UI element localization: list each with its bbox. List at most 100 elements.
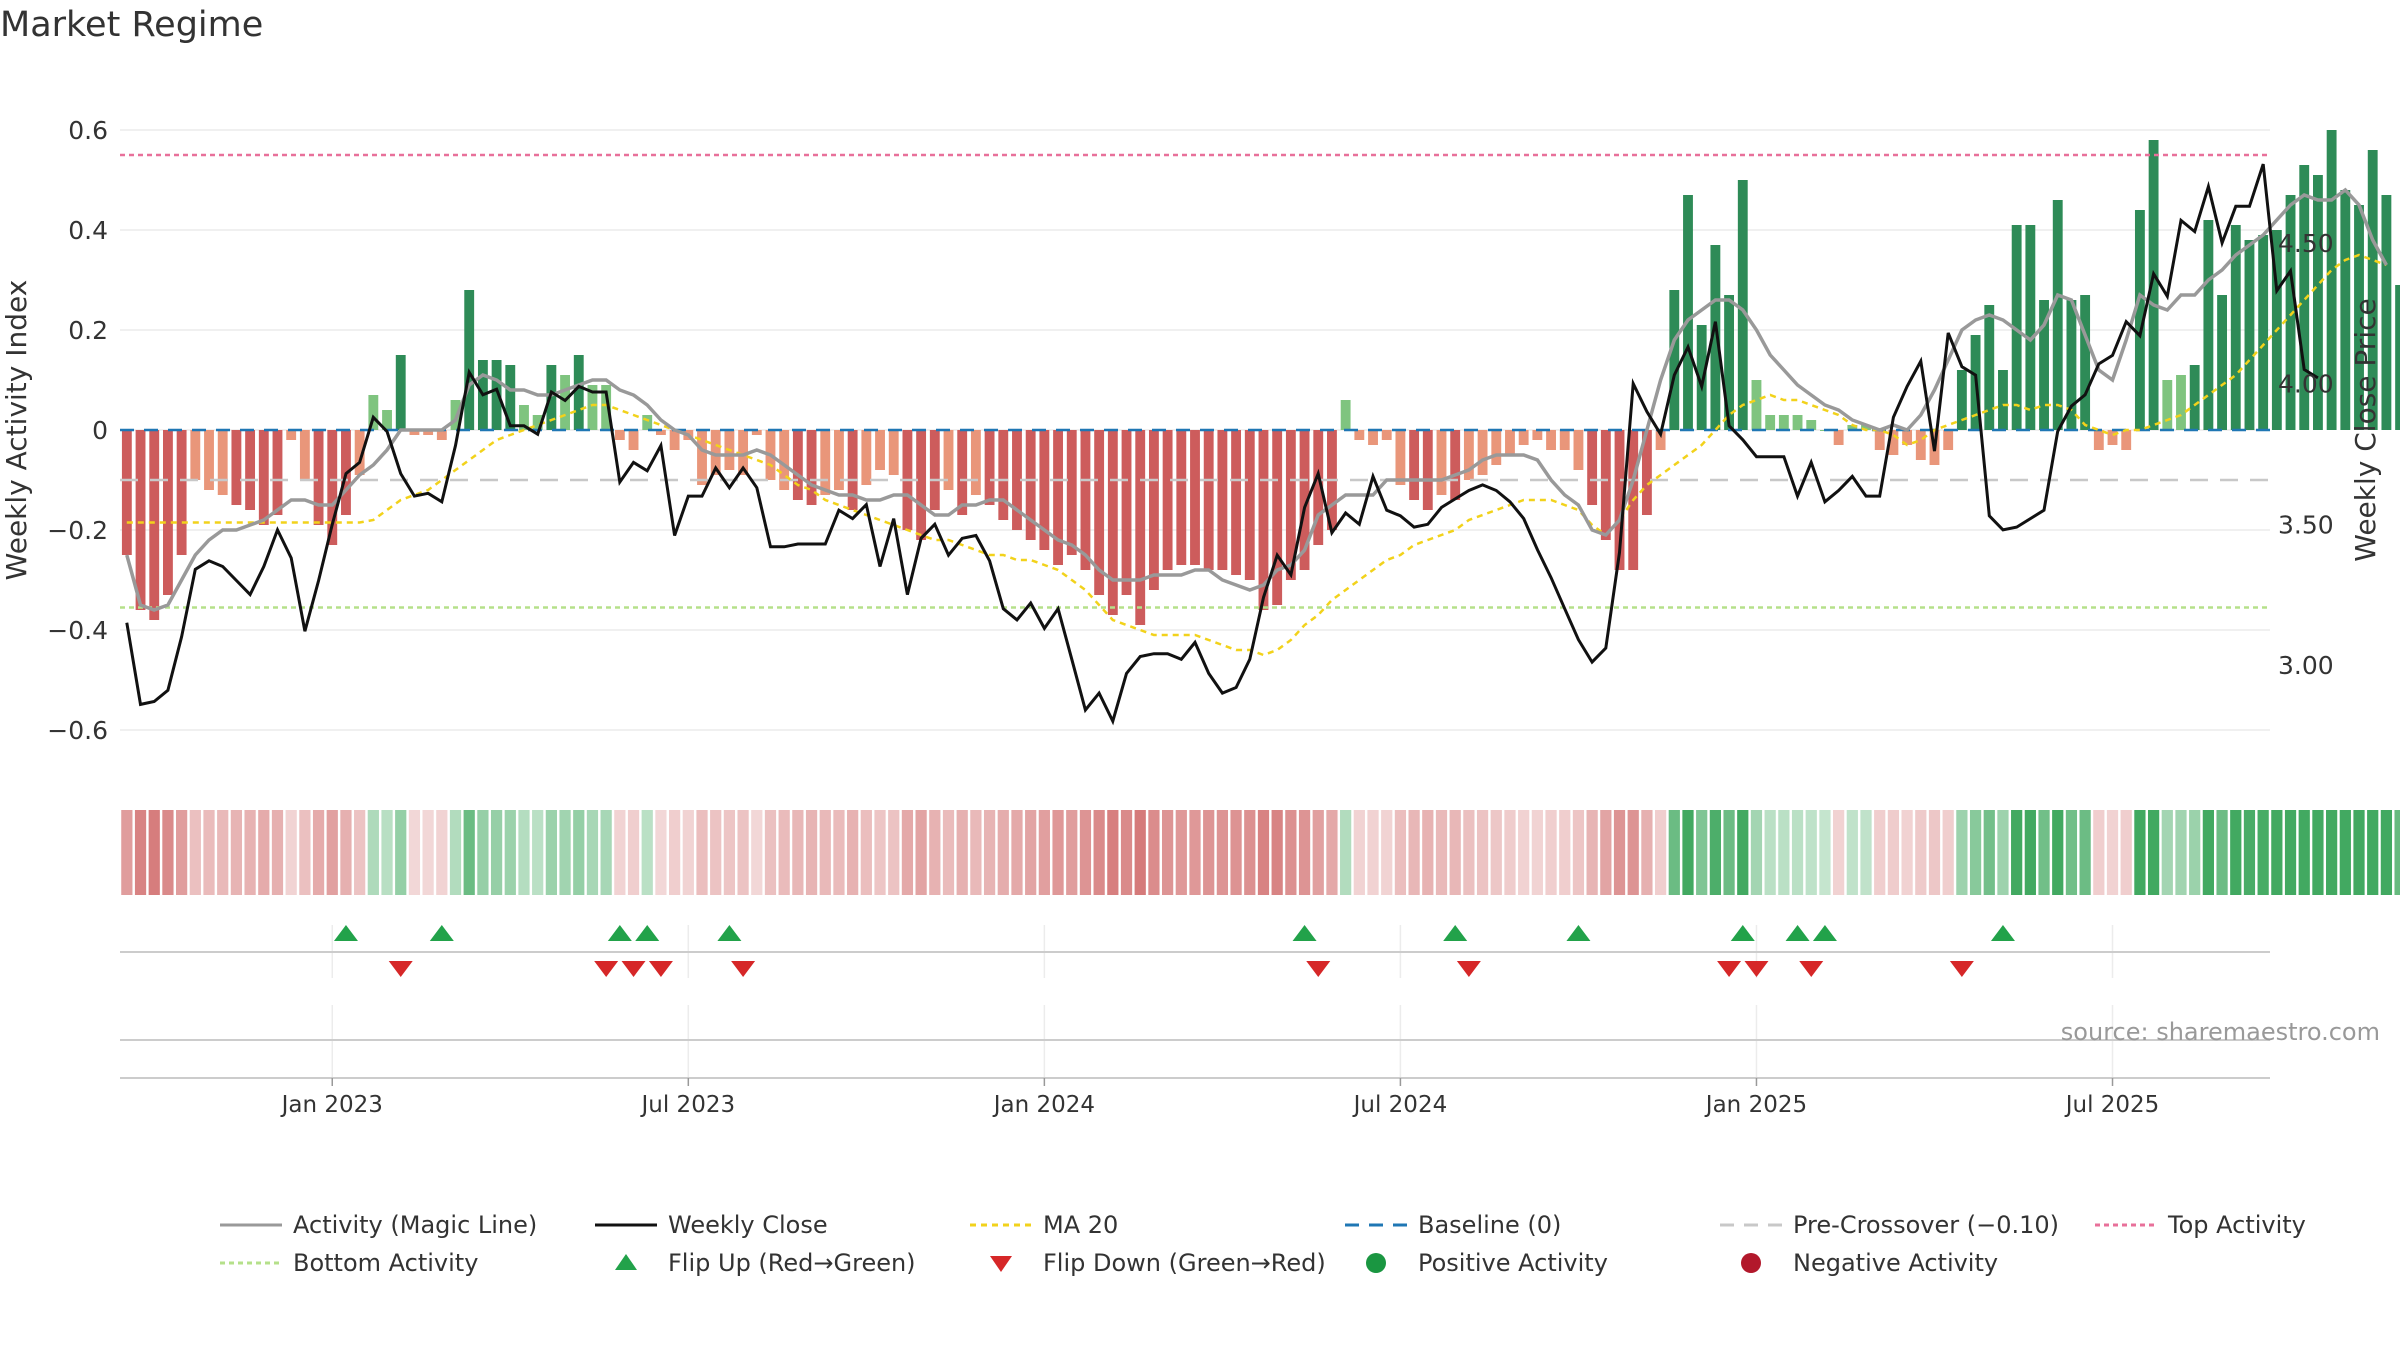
activity-bar (327, 430, 338, 545)
regime-strip-cell (1066, 810, 1078, 895)
activity-bar (1135, 430, 1146, 625)
y-right-tick-label: 3.50 (2278, 510, 2334, 539)
activity-bar (1505, 430, 1515, 455)
activity-bar (2203, 220, 2214, 430)
activity-bar (2299, 165, 2310, 430)
regime-strip-cell (956, 810, 968, 895)
regime-strip-cell (490, 810, 503, 895)
regime-strip-cell (189, 810, 201, 895)
activity-bar (491, 360, 502, 430)
regime-strip-cell (559, 810, 571, 895)
activity-bar (655, 430, 666, 435)
legend-label: Negative Activity (1793, 1249, 1998, 1277)
chart-title: Market Regime (0, 5, 263, 45)
regime-strip-cell (1901, 810, 1913, 895)
y-axis-left-label: Weekly Activity Index (0, 280, 33, 581)
activity-bar (2134, 210, 2145, 430)
regime-strip-cell (2038, 810, 2050, 895)
regime-strip-cell (1408, 810, 1420, 895)
activity-bar (560, 375, 570, 430)
regime-strip-cell (805, 810, 818, 895)
flip-up-marker (333, 925, 358, 941)
regime-strip-cell (696, 810, 708, 895)
activity-bar (1053, 430, 1063, 565)
regime-strip-cell (1969, 810, 1982, 895)
activity-bar (573, 355, 584, 430)
regime-strip-cell (1983, 810, 1995, 895)
activity-bar (1203, 430, 1214, 570)
regime-strip-cell (1874, 810, 1886, 895)
regime-strip-cell (312, 810, 325, 895)
activity-bar (1600, 430, 1611, 540)
regime-strip-cell (203, 810, 215, 895)
regime-strip-cell (2380, 810, 2393, 895)
regime-strip-cell (1011, 810, 1023, 895)
activity-bar (847, 430, 858, 510)
activity-bars (121, 130, 2400, 625)
regime-strip-cell (545, 810, 557, 895)
activity-bar (1121, 430, 1132, 595)
regime-strip-cell (518, 810, 530, 895)
magic-line (125, 187, 2388, 612)
flip-down-marker (1799, 961, 1824, 977)
activity-bar (1683, 195, 1693, 430)
regime-strip-cell (395, 810, 407, 895)
regime-strip-cell (463, 810, 475, 895)
regime-strip-cell (1216, 810, 1229, 895)
regime-strip-cell (1107, 810, 1119, 895)
activity-bar (1025, 430, 1036, 540)
activity-bar (1381, 430, 1392, 440)
regime-strip-cell (271, 810, 284, 895)
regime-strip-cell (1161, 810, 1174, 895)
activity-bar (190, 430, 201, 480)
regime-strip-cell (1257, 810, 1270, 895)
activity-bar (2381, 195, 2392, 430)
activity-bar (916, 430, 927, 540)
regime-strip-cell (2216, 810, 2228, 895)
regime-strip-cell (2312, 810, 2324, 895)
activity-bar (1573, 430, 1584, 470)
regime-strip-cell (422, 810, 434, 895)
activity-bar (861, 430, 872, 485)
axes: 0.6 0.4 0.2 0 −0.2 −0.4 −0.6 4.50 4.00 3.50 3.00 (47, 116, 2333, 745)
activity-bar (1066, 430, 1077, 555)
activity-bar (1518, 430, 1529, 445)
activity-bar (669, 430, 680, 450)
activity-bar (1696, 325, 1707, 430)
activity-bar (614, 430, 625, 440)
regime-strip-cell (2161, 810, 2173, 895)
activity-bar (697, 430, 707, 485)
legend-dot-icon (1366, 1253, 1386, 1273)
y-left-tick-label: 0.2 (68, 316, 108, 345)
regime-strip-cell (1682, 810, 1694, 895)
activity-bar (2217, 295, 2227, 430)
regime-strip-cell (860, 810, 872, 895)
regime-strip-cell (1860, 810, 1872, 895)
activity-bar (163, 430, 173, 595)
regime-strip-cell (1600, 810, 1612, 895)
regime-strip-cell (504, 810, 516, 895)
activity-bar (738, 430, 749, 475)
regime-strip-cell (1203, 810, 1215, 895)
activity-bar (1107, 430, 1118, 615)
activity-bar (2080, 295, 2091, 430)
activity-bar (1450, 430, 1461, 500)
activity-bar (2066, 300, 2077, 430)
regime-strip-cell (1285, 810, 1297, 895)
y-right-tick-label: 4.00 (2278, 370, 2334, 399)
activity-bar (1998, 370, 2008, 430)
regime-strip-cell (983, 810, 996, 895)
y-left-tick-label: −0.2 (47, 516, 108, 545)
regime-strip-cell (1928, 810, 1941, 895)
regime-strip-cell (641, 810, 653, 895)
x-tick-label: Jul 2025 (2064, 1092, 2160, 1118)
activity-bar (1409, 430, 1420, 500)
x-tick-label: Jul 2024 (1352, 1092, 1448, 1118)
regime-strip-cell (436, 810, 448, 895)
regime-strip-cell (1298, 810, 1311, 895)
y-left-tick-label: 0.4 (68, 216, 108, 245)
activity-bar (1354, 430, 1365, 440)
regime-strip-cell (1819, 810, 1831, 895)
activity-bar (272, 430, 283, 515)
regime-strip-cell (1079, 810, 1092, 895)
